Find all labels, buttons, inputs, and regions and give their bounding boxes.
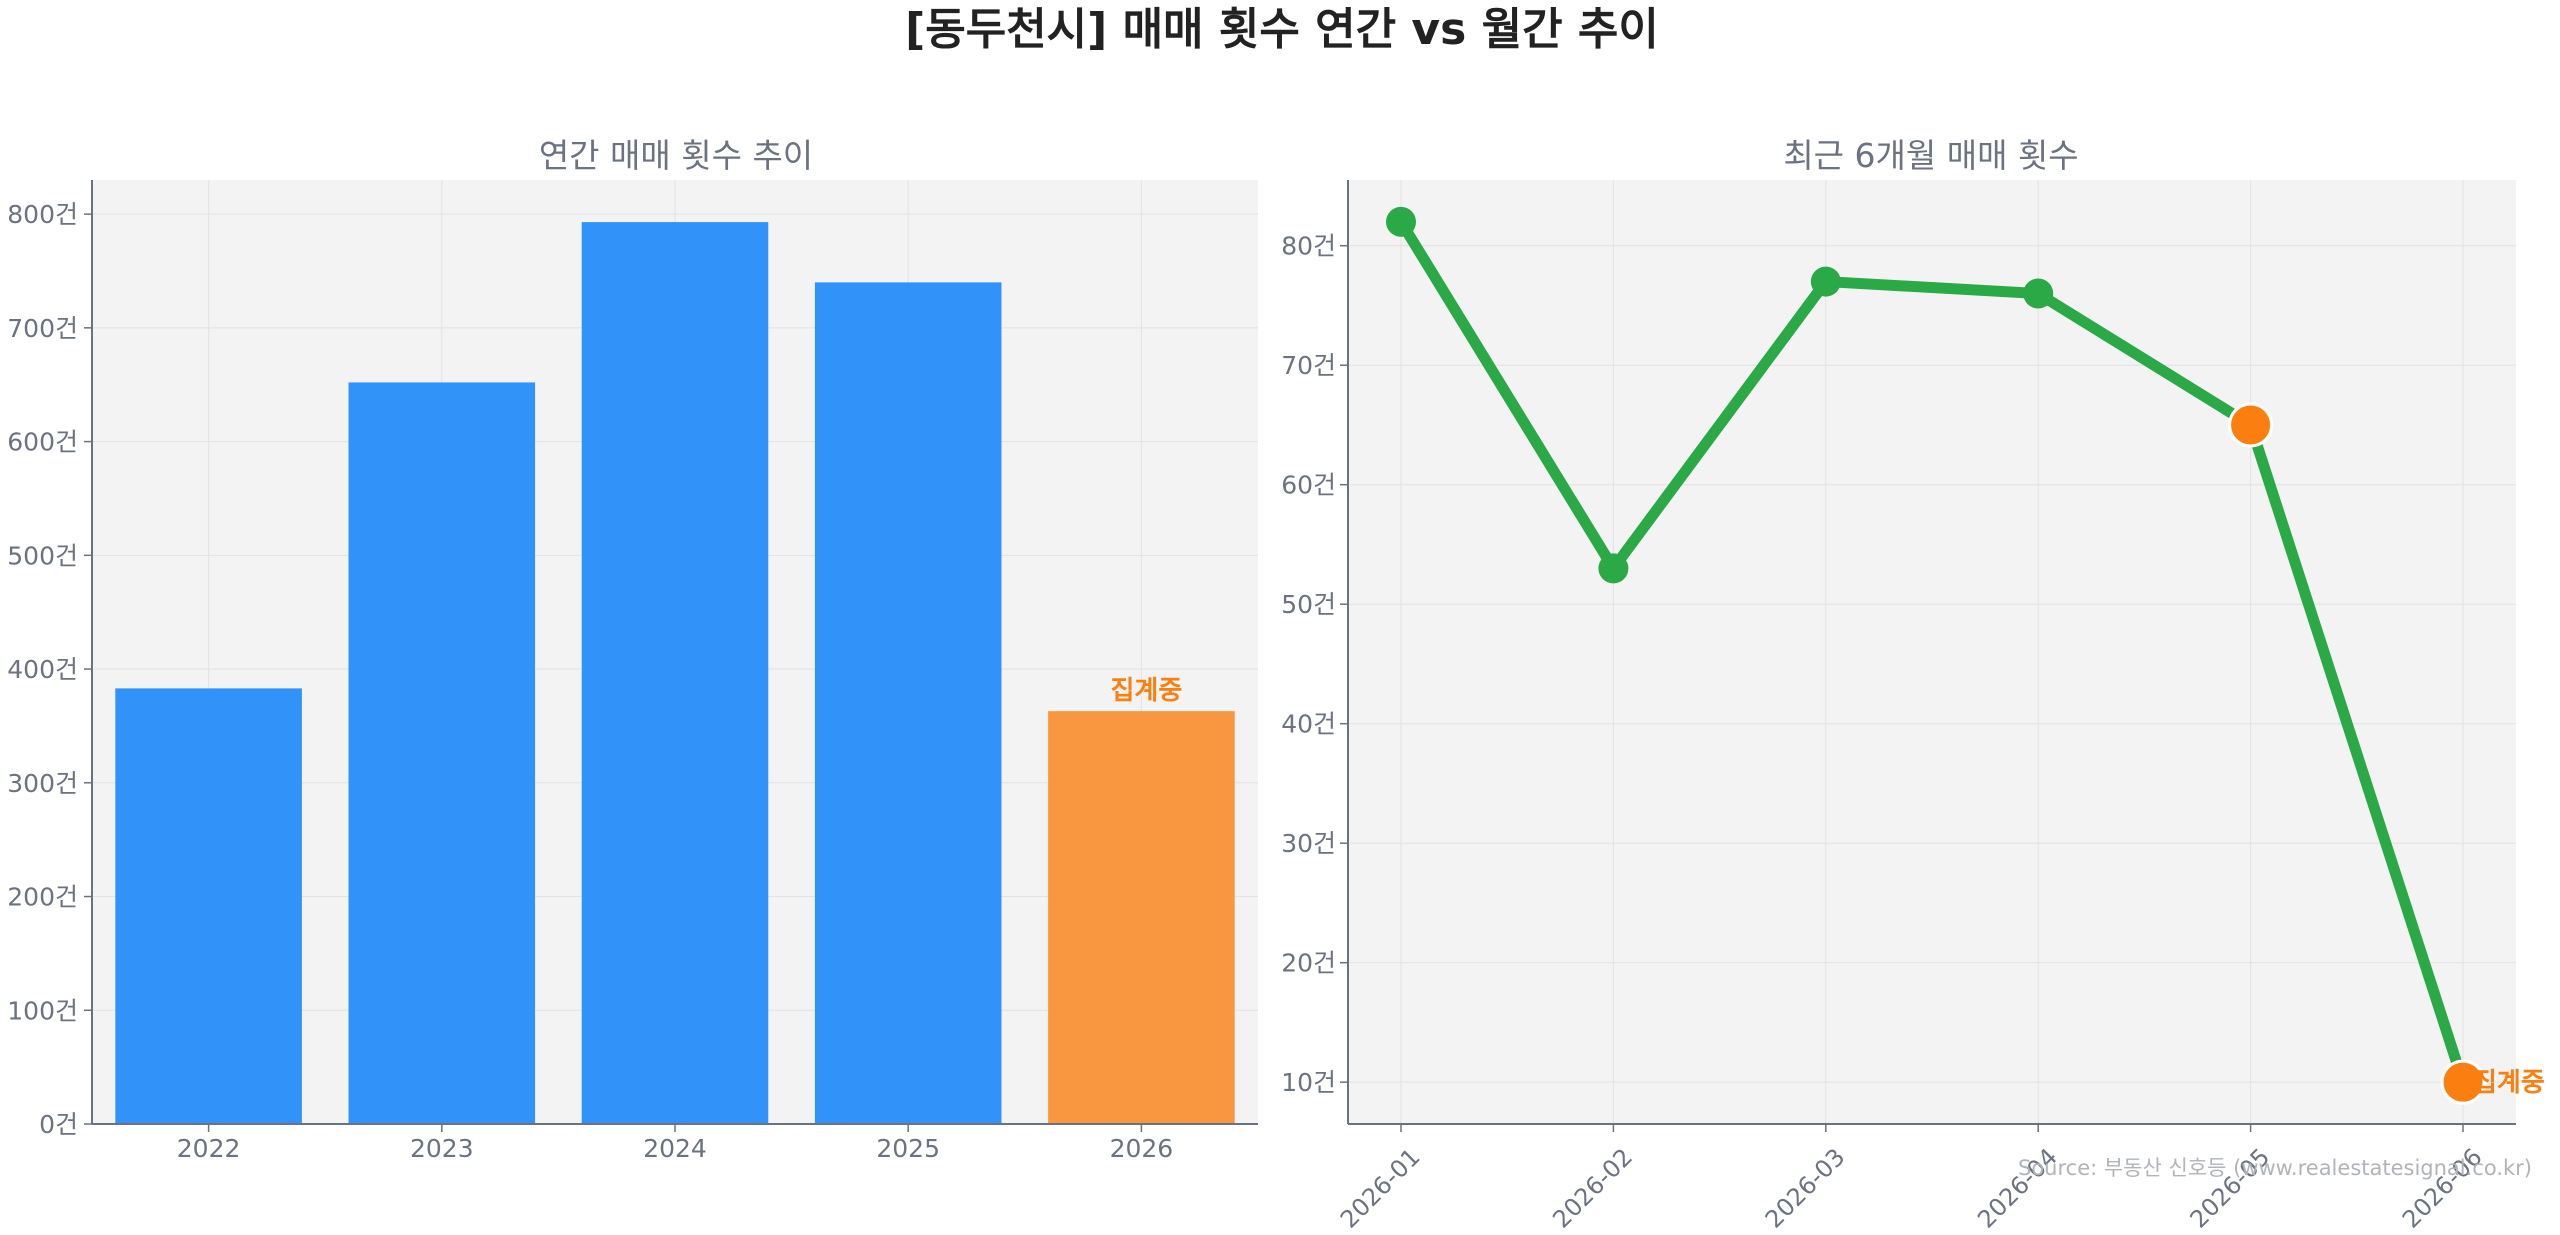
monthly-chart-panel: 최근 6개월 매매 횟수 10건 20건 30건 40건 50건 60건 70건 80건 202…: [1281, 136, 2545, 1234]
monthly-chart-title: 최근 6개월 매매 횟수: [1783, 136, 2078, 175]
monthly-series-line: [1395, 216, 2469, 1088]
annual-bar-2026: [1048, 711, 1235, 1124]
annual-x-tick-label: 2026: [1110, 1134, 1174, 1163]
monthly-y-tick-label: 20건: [1281, 949, 1336, 978]
annual-chart-title: 연간 매매 횟수 추이: [539, 136, 813, 175]
monthly-y-tick-label: 60건: [1281, 471, 1336, 500]
monthly-y-tick-label: 70건: [1281, 351, 1336, 380]
annual-y-tick-label: 200건: [7, 883, 78, 912]
monthly-x-tick-label: 2026-02: [1547, 1143, 1638, 1234]
annual-y-tick-label: 500건: [7, 541, 78, 570]
annual-partial-annotation: 집계중: [1111, 676, 1183, 706]
annual-bar-2022: [115, 688, 302, 1124]
annual-y-tick-label: 400건: [7, 655, 78, 684]
monthly-point-2026-03: [1810, 266, 1841, 297]
annual-y-tick-label: 100건: [7, 996, 78, 1025]
monthly-y-tick-label: 30건: [1281, 829, 1336, 858]
annual-y-tick-label: 0건: [39, 1110, 78, 1139]
monthly-point-2026-01: [1386, 206, 1416, 237]
source-note: Source: 부동산 신호등 (www.realestatesignal.co…: [2018, 1156, 2532, 1180]
annual-x-tick-label: 2024: [643, 1134, 707, 1163]
annual-y-tick-label: 300건: [7, 769, 78, 798]
monthly-y-tick-label: 50건: [1281, 590, 1336, 619]
monthly-point-2026-05: [2228, 402, 2274, 448]
monthly-point-2026-06: [2440, 1059, 2486, 1105]
monthly-y-tick-label: 80건: [1281, 232, 1336, 261]
figure-title: [동두천시] 매매 횟수 연간 vs 월간 추이: [905, 4, 1659, 55]
monthly-x-tick-label: 2026-01: [1335, 1143, 1426, 1234]
annual-bar-2024: [581, 222, 769, 1125]
annual-chart-panel: 연간 매매 횟수 추이 0건 100건 200건 300건 400건 500건 600건 70…: [7, 136, 1258, 1163]
monthly-y-tick-label: 10건: [1281, 1068, 1336, 1097]
monthly-x-tick-label: 2026-03: [1760, 1143, 1851, 1234]
monthly-y-tick-label: 40건: [1281, 710, 1336, 739]
monthly-point-2026-02: [1598, 553, 1629, 584]
annual-x-tick-label: 2025: [876, 1134, 940, 1163]
annual-y-tick-label: 600건: [7, 428, 78, 457]
annual-y-tick-label: 700건: [7, 314, 78, 343]
annual-y-tick-label: 800건: [7, 200, 78, 229]
monthly-plot-area: [1348, 180, 2516, 1124]
annual-bar-2025: [814, 282, 1002, 1124]
monthly-point-2026-04: [2023, 278, 2054, 309]
monthly-partial-annotation: 집계중: [2473, 1068, 2545, 1098]
annual-x-tick-label: 2022: [177, 1134, 241, 1163]
annual-bar-2023: [348, 382, 536, 1124]
annual-x-tick-label: 2023: [410, 1134, 474, 1163]
